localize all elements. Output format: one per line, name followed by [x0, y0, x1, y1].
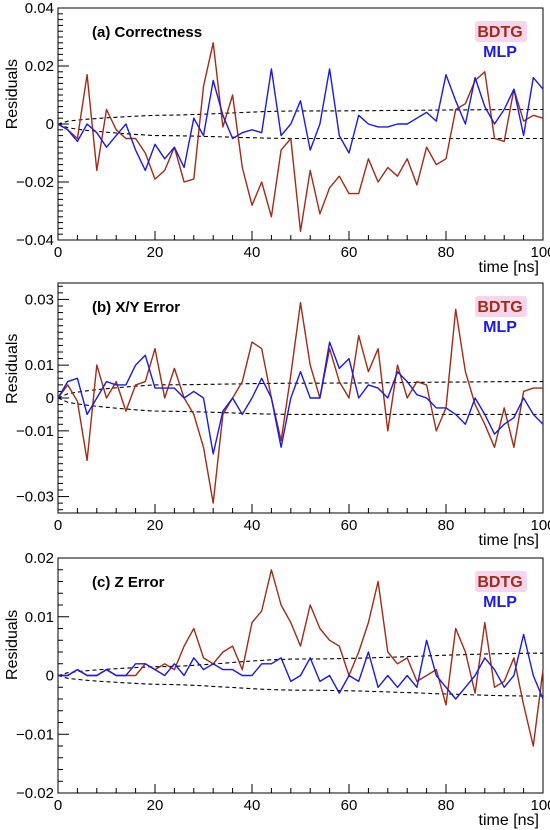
- y-tick-label: 0.02: [25, 58, 54, 75]
- x-tick-label: 0: [54, 797, 62, 814]
- legend-entry-bdtg: BDTG: [477, 574, 522, 591]
- y-tick-label: 0: [46, 116, 54, 133]
- y-tick-label: −0.01: [16, 423, 54, 440]
- x-axis-title: time [ns]: [479, 532, 539, 549]
- x-tick-label: 20: [147, 517, 164, 534]
- legend-halo: [475, 21, 527, 42]
- y-tick-label: 0: [46, 390, 54, 407]
- panel-title: (c) Z Error: [92, 574, 165, 591]
- series-line-mlp: [58, 633, 544, 700]
- panel-title: (b) X/Y Error: [92, 299, 180, 316]
- series-line-mlp: [57, 68, 544, 172]
- legend-entry-mlp: MLP: [483, 44, 517, 61]
- series-line-bdtg: [58, 569, 544, 747]
- legend-entry-mlp: MLP: [483, 594, 517, 611]
- x-tick-label: 80: [438, 244, 455, 261]
- x-tick-label: 40: [244, 797, 261, 814]
- chart-panel-3: 0 20 40 60 80 100 −0.02 −0.01 0 0.01 0.02 time [ns]…: [4, 550, 550, 829]
- x-tick-label: 80: [438, 517, 455, 534]
- chart-panel-2: 0 20 40 60 80 100 −0.03 −0.01 0 0.01 0.03 time [ns]…: [4, 282, 550, 549]
- y-tick-label: −0.02: [16, 174, 54, 191]
- x-tick-label: 20: [147, 244, 164, 261]
- y-tick-label: 0.01: [25, 357, 54, 374]
- x-tick-label: 40: [244, 517, 261, 534]
- y-axis-title: Residuals: [4, 59, 21, 129]
- y-tick-label: 0.03: [25, 291, 54, 308]
- x-tick-label: 40: [244, 244, 261, 261]
- legend-halo: [475, 296, 527, 317]
- y-axis-title: Residuals: [4, 334, 21, 404]
- legend-entry-mlp: MLP: [483, 319, 517, 336]
- x-axis-title: time [ns]: [479, 259, 539, 276]
- y-tick-label: −0.01: [16, 726, 54, 743]
- x-axis-title: time [ns]: [479, 812, 539, 829]
- x-tick-label: 0: [54, 244, 62, 261]
- y-tick-label: 0: [46, 668, 54, 685]
- y-tick-label: 0.02: [25, 550, 54, 567]
- x-tick-label: 100: [530, 797, 550, 814]
- x-tick-label: 60: [341, 797, 358, 814]
- y-tick-label: −0.04: [16, 232, 54, 249]
- series-line-mlp: [57, 341, 544, 455]
- x-tick-label: 0: [54, 517, 62, 534]
- y-tick-label: 0.04: [25, 0, 54, 17]
- y-tick-label: −0.03: [16, 489, 54, 506]
- x-tick-label: 80: [438, 797, 455, 814]
- x-tick-label: 20: [147, 797, 164, 814]
- envelope-lower: [57, 674, 544, 697]
- legend-entry-bdtg: BDTG: [477, 299, 522, 316]
- y-tick-label: −0.02: [16, 785, 54, 802]
- series-line-bdtg: [57, 42, 544, 232]
- y-axis-title: Residuals: [4, 610, 21, 680]
- x-tick-label: 100: [530, 517, 550, 534]
- series-line-bdtg: [57, 302, 543, 504]
- panel-title: (a) Correctness: [92, 24, 202, 41]
- y-tick-label: 0.01: [25, 609, 54, 626]
- chart-panel-1: 0 20 40 60 80 100 −0.04 −0.02 0 0.02 0.04 time [ns]…: [4, 0, 550, 276]
- plot-frame: [57, 7, 544, 241]
- x-tick-label: 60: [341, 517, 358, 534]
- legend-entry-bdtg: BDTG: [477, 24, 522, 41]
- envelope-upper: [57, 108, 543, 125]
- x-tick-label: 100: [530, 244, 550, 261]
- x-tick-label: 60: [341, 244, 358, 261]
- legend-halo: [475, 571, 527, 592]
